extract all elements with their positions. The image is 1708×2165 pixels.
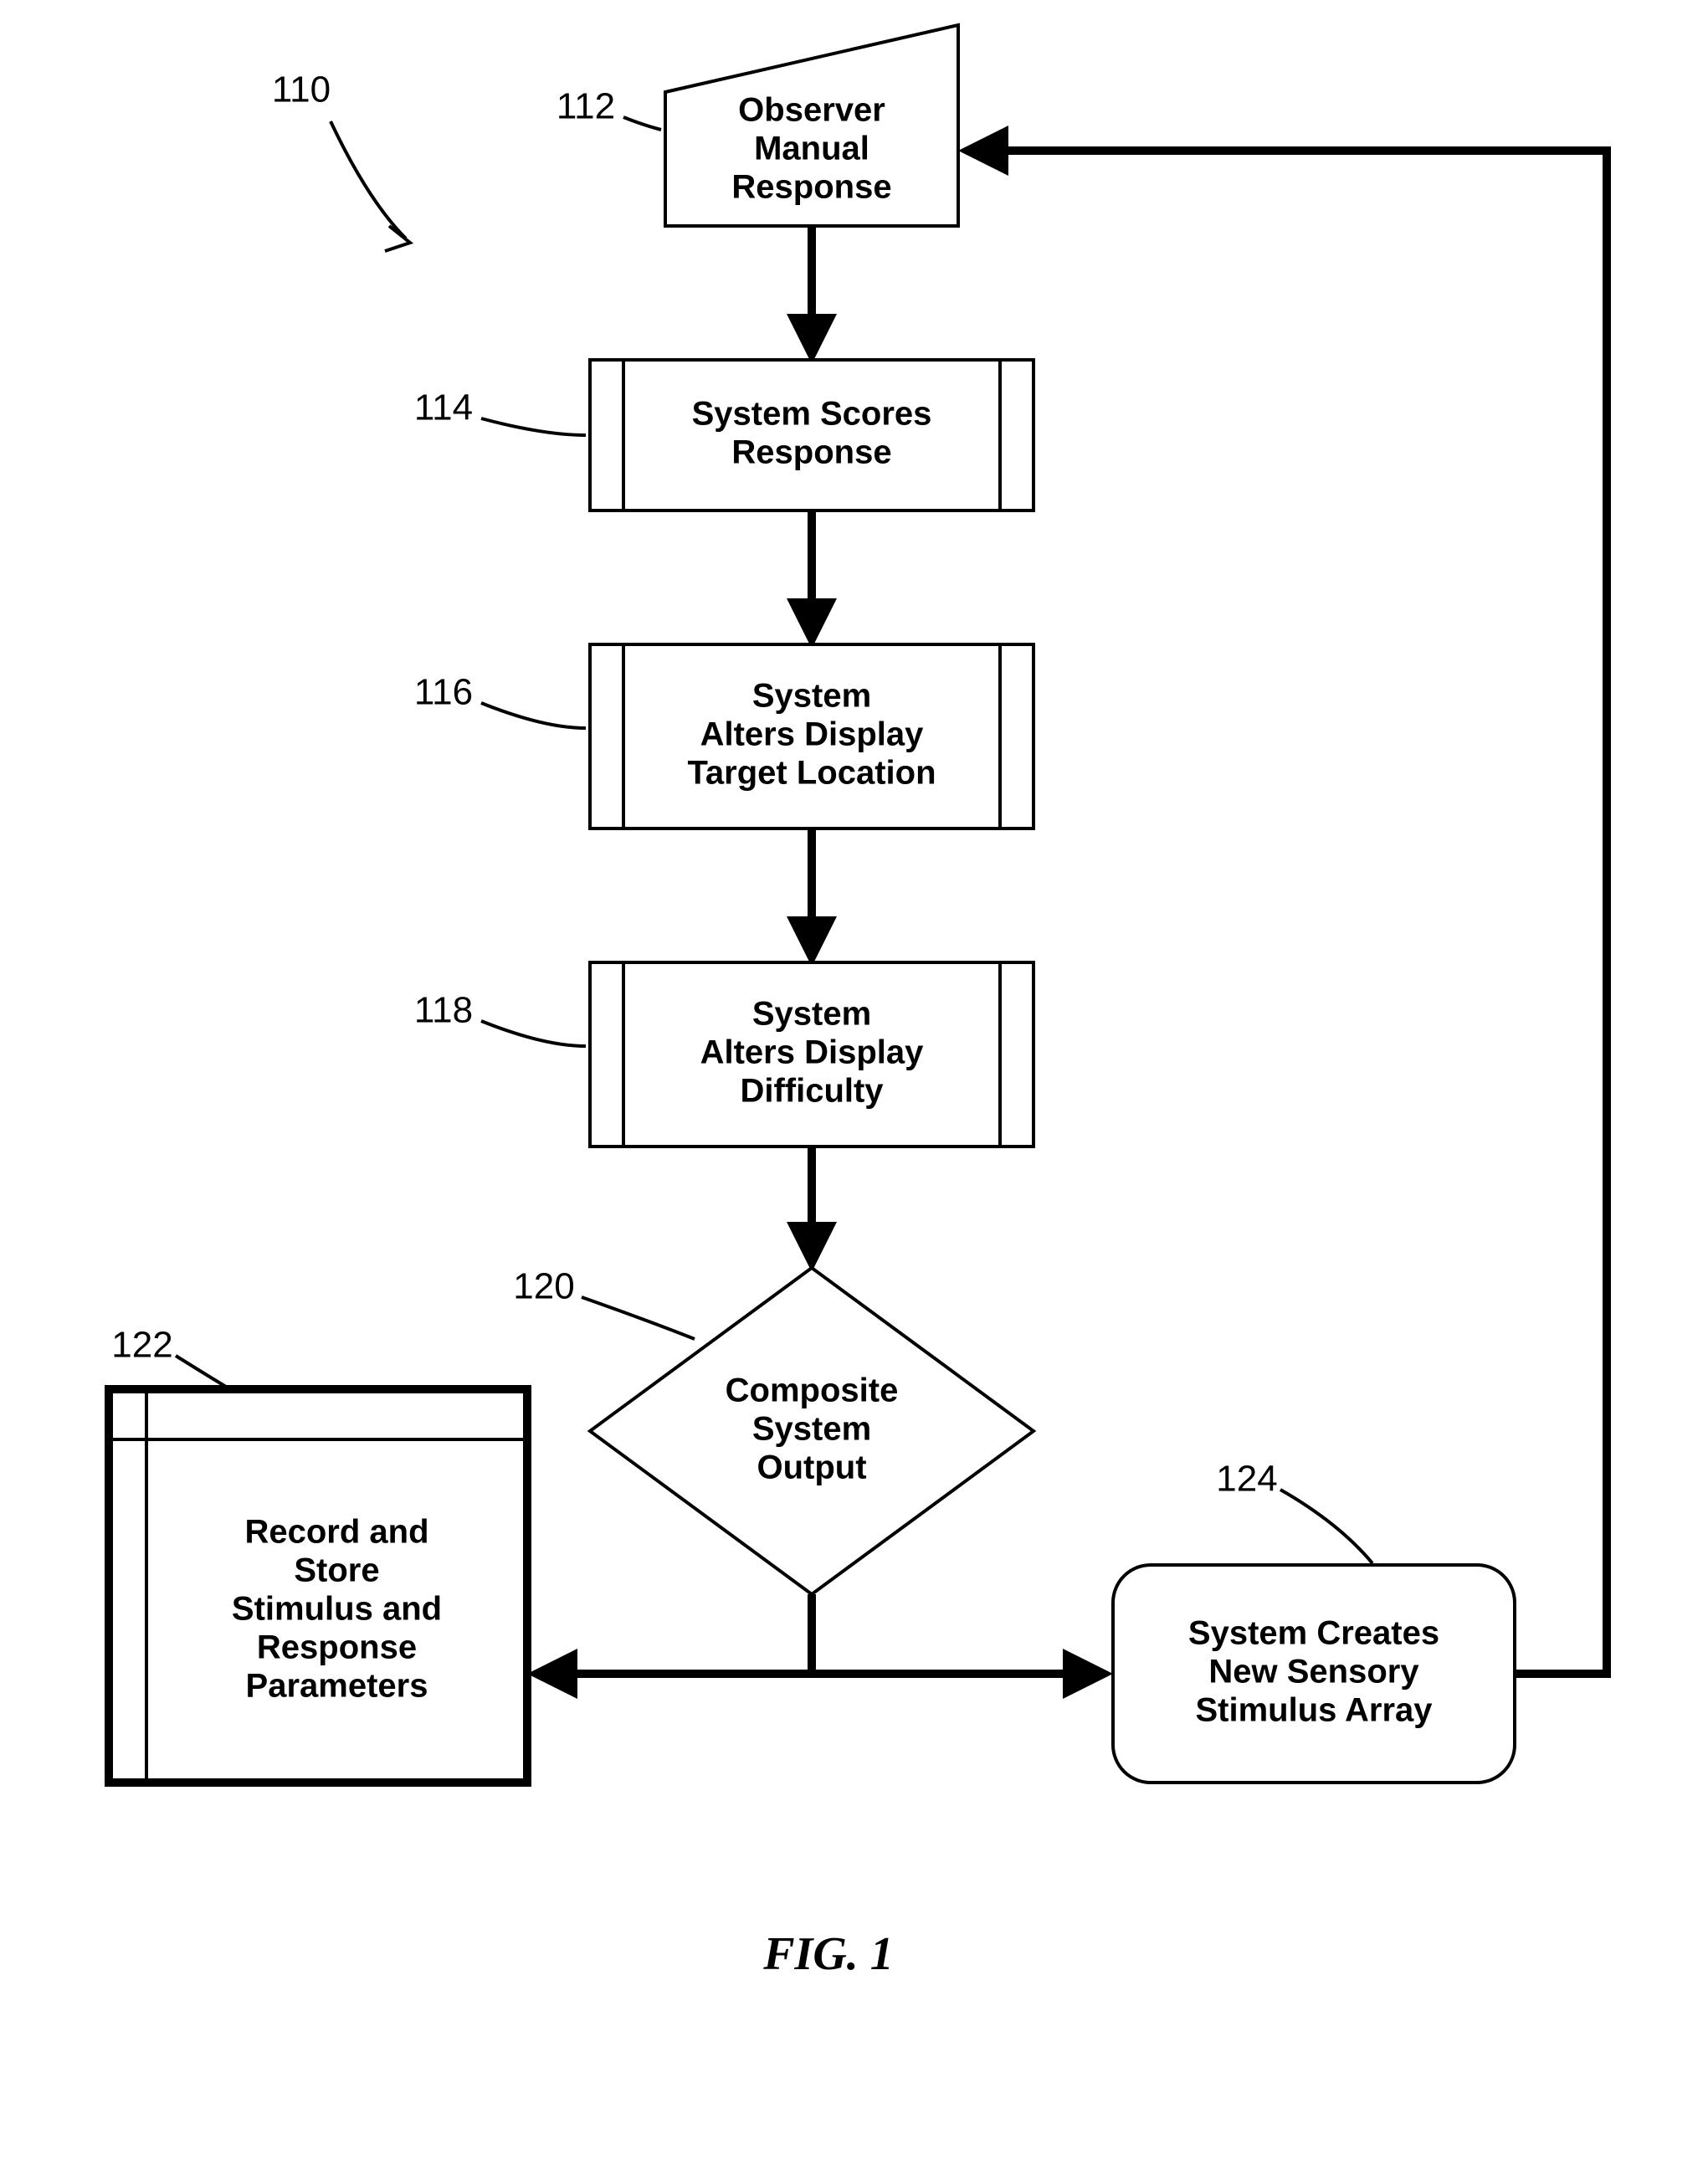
svg-text:Output: Output bbox=[757, 1449, 866, 1486]
svg-text:Alters Display: Alters Display bbox=[700, 716, 925, 753]
svg-text:116: 116 bbox=[414, 672, 473, 713]
svg-text:112: 112 bbox=[557, 86, 615, 127]
svg-text:124: 124 bbox=[1216, 1459, 1277, 1500]
svg-text:System: System bbox=[752, 996, 871, 1033]
svg-text:118: 118 bbox=[414, 990, 473, 1031]
ref-110: 110 bbox=[272, 69, 410, 251]
svg-text:Response: Response bbox=[731, 434, 891, 471]
node-system-creates-new-array: System CreatesNew SensoryStimulus Array bbox=[1113, 1565, 1515, 1783]
svg-text:New Sensory: New Sensory bbox=[1208, 1654, 1419, 1690]
svg-text:Record and: Record and bbox=[244, 1514, 428, 1551]
ref-118: 118 bbox=[414, 990, 586, 1046]
svg-text:Parameters: Parameters bbox=[246, 1668, 428, 1705]
svg-text:Alters Display: Alters Display bbox=[700, 1034, 925, 1071]
svg-text:Store: Store bbox=[294, 1552, 379, 1589]
flowchart-figure: ObserverManualResponseSystem ScoresRespo… bbox=[0, 0, 1708, 2165]
svg-text:110: 110 bbox=[272, 69, 331, 110]
svg-text:Manual: Manual bbox=[754, 131, 869, 167]
figure-caption: FIG. 1 bbox=[762, 1928, 894, 1980]
svg-text:Difficulty: Difficulty bbox=[740, 1073, 884, 1110]
ref-122: 122 bbox=[111, 1325, 230, 1389]
node-system-alters-target-location: SystemAlters DisplayTarget Location bbox=[590, 644, 1034, 829]
ref-124: 124 bbox=[1216, 1459, 1372, 1563]
svg-text:122: 122 bbox=[111, 1325, 172, 1366]
svg-text:System: System bbox=[752, 1411, 871, 1448]
node-system-scores-response: System ScoresResponse bbox=[590, 360, 1034, 510]
svg-text:Observer: Observer bbox=[738, 92, 885, 129]
svg-text:Response: Response bbox=[731, 169, 891, 206]
svg-text:Composite: Composite bbox=[726, 1372, 899, 1409]
node-record-and-store: Record andStoreStimulus andResponseParam… bbox=[109, 1389, 527, 1783]
svg-text:System Scores: System Scores bbox=[692, 396, 932, 433]
edge-feedback-124-112 bbox=[975, 151, 1607, 1674]
ref-120: 120 bbox=[513, 1266, 695, 1339]
ref-114: 114 bbox=[414, 387, 586, 435]
svg-text:Stimulus and: Stimulus and bbox=[232, 1591, 442, 1628]
node-observer-manual-response: ObserverManualResponse bbox=[665, 25, 958, 226]
svg-text:Response: Response bbox=[257, 1629, 417, 1666]
svg-text:System Creates: System Creates bbox=[1188, 1615, 1439, 1652]
node-system-alters-difficulty: SystemAlters DisplayDifficulty bbox=[590, 962, 1034, 1147]
svg-text:120: 120 bbox=[513, 1266, 574, 1307]
svg-text:114: 114 bbox=[414, 387, 473, 428]
ref-116: 116 bbox=[414, 672, 586, 728]
svg-text:Stimulus Array: Stimulus Array bbox=[1195, 1692, 1433, 1729]
node-composite-system-output: CompositeSystemOutput bbox=[590, 1268, 1034, 1594]
ref-112: 112 bbox=[557, 86, 661, 130]
svg-text:Target Location: Target Location bbox=[687, 755, 936, 792]
svg-text:System: System bbox=[752, 678, 871, 715]
